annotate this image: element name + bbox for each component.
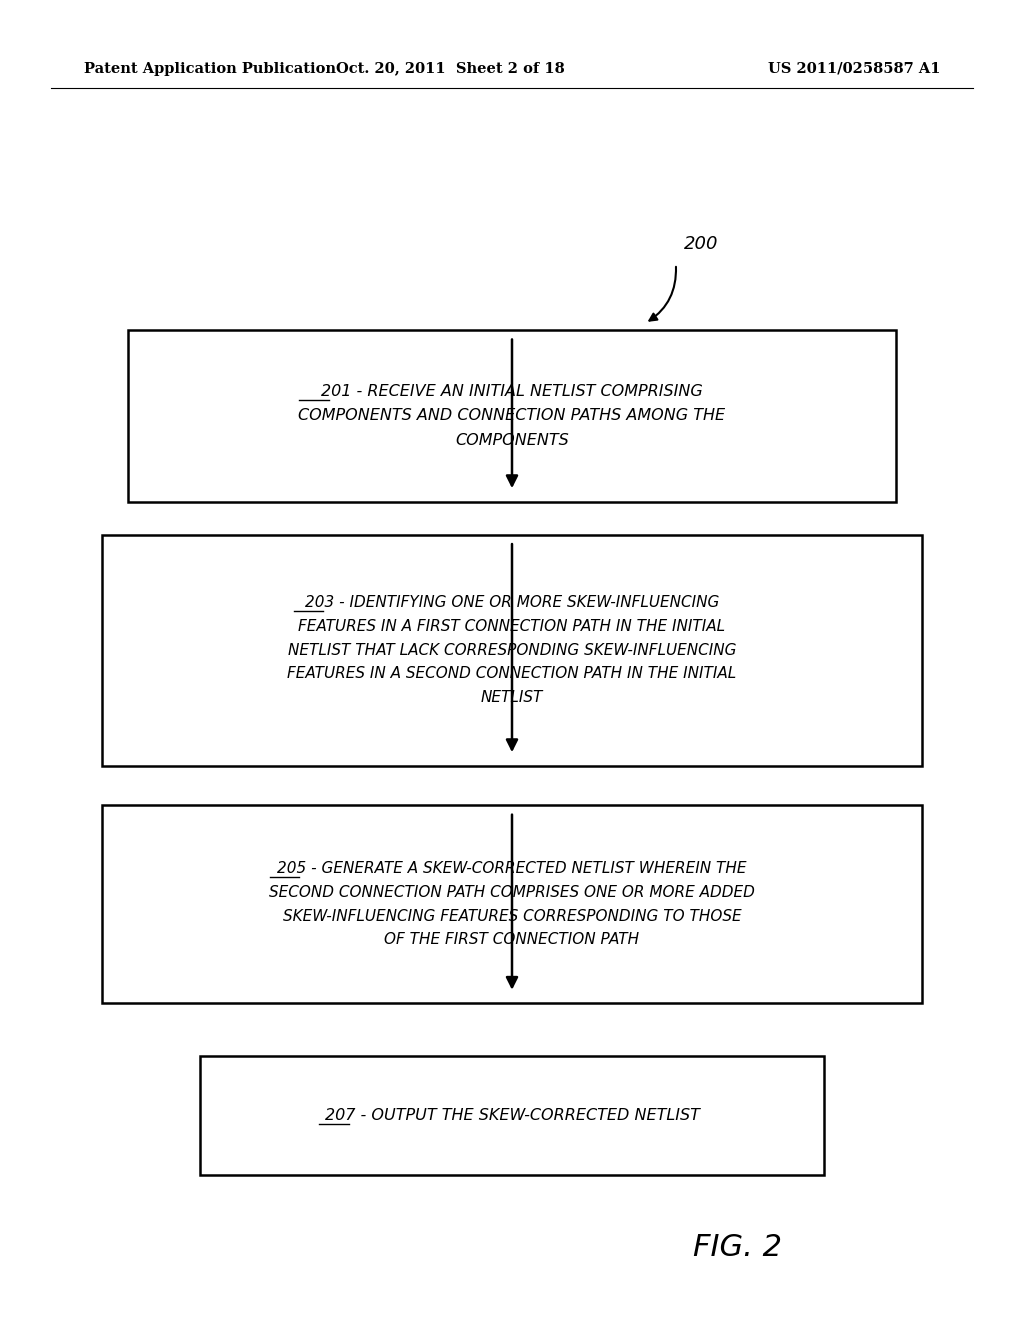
Text: US 2011/0258587 A1: US 2011/0258587 A1 xyxy=(768,62,940,75)
Text: SECOND CONNECTION PATH COMPRISES ONE OR MORE ADDED: SECOND CONNECTION PATH COMPRISES ONE OR … xyxy=(269,884,755,900)
Bar xyxy=(128,330,896,502)
Text: 207 - OUTPUT THE SKEW-CORRECTED NETLIST: 207 - OUTPUT THE SKEW-CORRECTED NETLIST xyxy=(325,1107,699,1123)
Text: Patent Application Publication: Patent Application Publication xyxy=(84,62,336,75)
Text: FIG. 2: FIG. 2 xyxy=(693,1233,781,1262)
Bar xyxy=(200,1056,824,1175)
Text: 200: 200 xyxy=(684,235,719,253)
Text: 201 - RECEIVE AN INITIAL NETLIST COMPRISING: 201 - RECEIVE AN INITIAL NETLIST COMPRIS… xyxy=(322,384,702,399)
Text: FEATURES IN A FIRST CONNECTION PATH IN THE INITIAL: FEATURES IN A FIRST CONNECTION PATH IN T… xyxy=(298,619,726,634)
Text: Oct. 20, 2011  Sheet 2 of 18: Oct. 20, 2011 Sheet 2 of 18 xyxy=(336,62,565,75)
Bar xyxy=(102,805,922,1003)
Text: NETLIST: NETLIST xyxy=(481,690,543,705)
Text: 203 - IDENTIFYING ONE OR MORE SKEW-INFLUENCING: 203 - IDENTIFYING ONE OR MORE SKEW-INFLU… xyxy=(305,595,719,610)
Text: 205 - GENERATE A SKEW-CORRECTED NETLIST WHEREIN THE: 205 - GENERATE A SKEW-CORRECTED NETLIST … xyxy=(278,861,746,876)
Bar xyxy=(102,535,922,766)
Text: NETLIST THAT LACK CORRESPONDING SKEW-INFLUENCING: NETLIST THAT LACK CORRESPONDING SKEW-INF… xyxy=(288,643,736,657)
Text: OF THE FIRST CONNECTION PATH: OF THE FIRST CONNECTION PATH xyxy=(384,932,640,948)
Text: COMPONENTS AND CONNECTION PATHS AMONG THE: COMPONENTS AND CONNECTION PATHS AMONG TH… xyxy=(298,408,726,424)
Text: FEATURES IN A SECOND CONNECTION PATH IN THE INITIAL: FEATURES IN A SECOND CONNECTION PATH IN … xyxy=(288,667,736,681)
Text: SKEW-INFLUENCING FEATURES CORRESPONDING TO THOSE: SKEW-INFLUENCING FEATURES CORRESPONDING … xyxy=(283,908,741,924)
Text: COMPONENTS: COMPONENTS xyxy=(455,433,569,447)
